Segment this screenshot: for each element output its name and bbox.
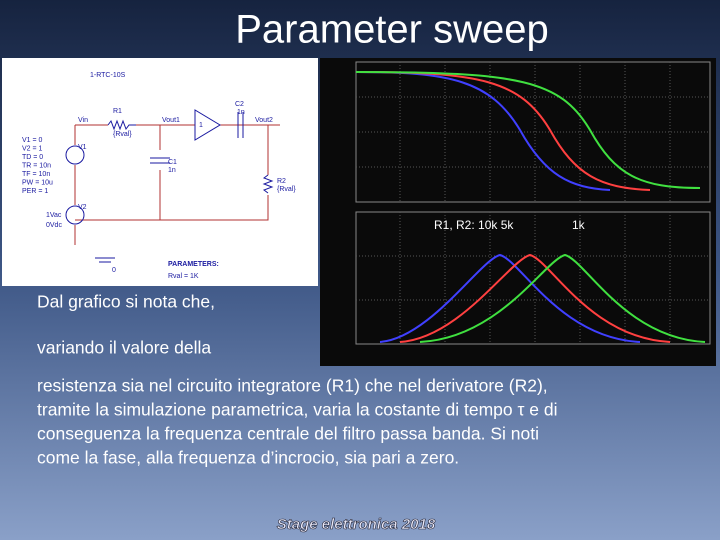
schematic: 1-RTC-10S R1 {Rval} Vin Vout1 C2 1n Vout… [2,58,318,286]
curves [355,71,706,343]
source-param: TR = 10n [22,162,51,169]
title: Parameter sweep [235,8,548,52]
source-param: V2 = 1 [22,145,43,152]
parameters-heading: PARAMETERS: [168,261,219,268]
component-label: 1n [168,167,176,174]
intro-line: Dal grafico si nota che, [37,292,215,312]
plot: R1, R2: 10k 5k 1k [320,58,716,366]
wires [65,109,280,263]
legend: 1k [572,218,586,232]
source-param: V1 = 0 [22,137,43,144]
paragraph-line: come la fase, alla frequenza d’incrocio,… [37,448,459,468]
paragraph-line: tramite la simulazione parametrica, vari… [37,400,557,420]
parameters-value: Rval = 1K [168,273,199,280]
source-param: TD = 0 [22,154,43,161]
component-label: 0Vdc [46,222,62,229]
paragraph: resistenza sia nel circuito integratore … [37,376,557,468]
component-label: V1 [78,144,87,151]
paragraph-line: conseguenza la frequenza centrale del fi… [37,424,539,444]
component-label: 1Vac [46,212,62,219]
footer: Stage elettronica 2018 [277,516,436,533]
component-label: 1n [237,109,245,116]
component-label: R1 [113,108,122,115]
paragraph-line: resistenza sia nel circuito integratore … [37,376,548,396]
component-label: {Rval} [113,131,132,138]
lower-axes [355,211,711,345]
schematic-header: 1-RTC-10S [90,72,126,79]
component-label: 1 [199,122,203,129]
legend: R1, R2: 10k 5k [434,218,514,232]
component-label: R2 [277,178,286,185]
source-param: TF = 10n [22,171,50,178]
net-label: Vout2 [255,117,273,124]
intro-line: variando il valore della [37,338,211,358]
net-label: Vin [78,117,88,124]
component-label: {Rval} [277,186,296,193]
component-label: V2 [78,204,87,211]
component-label: C1 [168,159,177,166]
ground-label: 0 [112,267,116,274]
net-label: Vout1 [162,117,180,124]
source-param: PW = 10u [22,179,53,186]
source-param: PER = 1 [22,188,48,195]
component-label: C2 [235,101,244,108]
